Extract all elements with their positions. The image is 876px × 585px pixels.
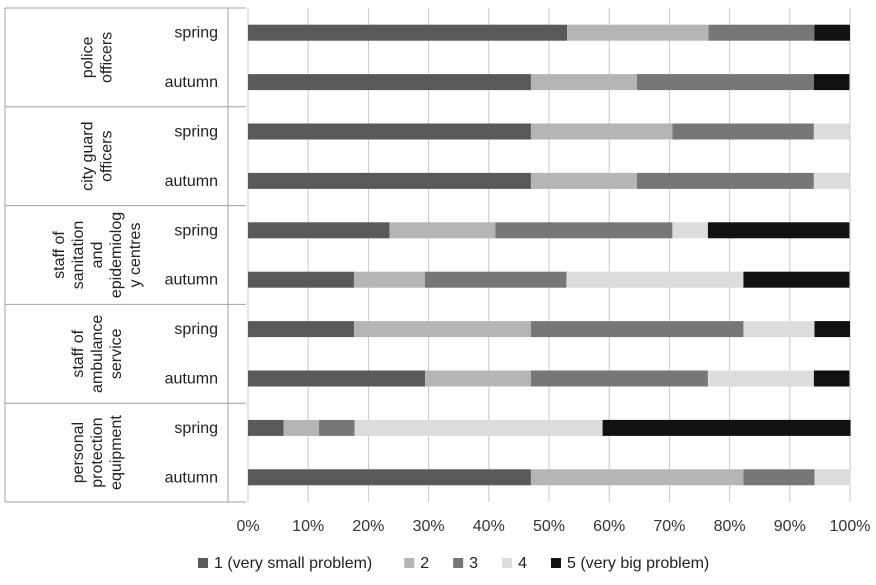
bar-segment [813, 370, 850, 387]
bar-segment [708, 24, 815, 41]
group-label-line: officers [99, 32, 116, 83]
bar-segment [743, 469, 815, 486]
bar-segment [743, 271, 850, 288]
bar-segment [814, 24, 850, 41]
group-label-line: y centres [127, 223, 144, 288]
x-tick-label: 0% [236, 518, 259, 535]
bar-segment [319, 419, 355, 436]
group-label-line: and [89, 242, 106, 269]
group-label-line: ambulance [89, 315, 106, 393]
bar-segment [813, 172, 850, 189]
bar-segment [248, 370, 425, 387]
group-label-line: staff of [70, 329, 87, 377]
group-label-line: sanitation [70, 221, 87, 290]
bar-segment [353, 321, 531, 338]
bar-segment [814, 321, 850, 338]
category-label: spring [174, 420, 218, 437]
legend-label: 4 [518, 555, 527, 572]
x-tick-label: 10% [292, 518, 324, 535]
bar-segment [495, 222, 673, 239]
bar-segment [354, 419, 603, 436]
category-label: autumn [165, 371, 218, 388]
bar-segment [814, 469, 850, 486]
bar-segment [530, 469, 744, 486]
group-label-line: officers [99, 131, 116, 182]
legend-swatch [198, 558, 208, 568]
legend-swatch [550, 558, 561, 568]
group-label: city guard officers [80, 122, 116, 191]
x-tick-label: 100% [830, 518, 871, 535]
bar-segment [283, 419, 320, 436]
legend-label: 1 (very small problem) [214, 555, 372, 572]
category-label: spring [174, 222, 218, 239]
bar-segment [248, 222, 390, 239]
bar-segment [248, 74, 531, 91]
bar-segment [424, 271, 567, 288]
category-label: autumn [165, 74, 218, 91]
bar-segment [248, 24, 568, 41]
category-label: spring [174, 124, 218, 141]
group-label-line: protection [89, 417, 106, 487]
group-label-line: city guard [80, 122, 97, 191]
category-label: autumn [165, 469, 218, 486]
bar-segment [353, 271, 425, 288]
x-tick-label: 50% [533, 518, 565, 535]
bar-segment [389, 222, 496, 239]
bar-segment [707, 370, 814, 387]
legend-swatch [502, 558, 513, 568]
bar-segment [248, 172, 531, 189]
group-label: personal protection equipment [70, 415, 125, 490]
group-label-line: epidemiolog [108, 212, 125, 298]
group-label-line: staff of [51, 231, 68, 279]
bar-segment [248, 419, 284, 436]
x-tick-label: 60% [593, 518, 625, 535]
group-label: staff of sanitation and epidemiolog y centre… [51, 212, 144, 298]
bar-segment [672, 123, 814, 140]
category-label: spring [174, 25, 218, 42]
bar-segment [530, 172, 637, 189]
bar-segment [636, 74, 814, 91]
x-tick-label: 70% [653, 518, 685, 535]
group-label-line: equipment [108, 415, 125, 490]
bar-segment [602, 419, 851, 436]
group-label-line: service [108, 328, 125, 379]
bar-segment [707, 222, 850, 239]
group-label: police officers [80, 32, 116, 83]
group-label: staff of ambulance service [70, 315, 125, 393]
legend-label: 3 [469, 555, 478, 572]
legend-label: 2 [420, 555, 429, 572]
bar-segment [530, 74, 637, 91]
x-tick-label: 30% [413, 518, 445, 535]
bar-segment [530, 123, 673, 140]
category-label: spring [174, 321, 218, 338]
bar-segment [248, 271, 354, 288]
x-tick-label: 80% [714, 518, 746, 535]
category-label: autumn [165, 173, 218, 190]
bar-segment [743, 321, 815, 338]
bar-segment [813, 74, 850, 91]
category-label: autumn [165, 272, 218, 289]
legend-swatch [453, 558, 464, 568]
bar-segment [813, 123, 850, 140]
bar-segment [530, 321, 744, 338]
bar-segment [636, 172, 814, 189]
x-tick-label: 20% [352, 518, 384, 535]
x-tick-label: 90% [774, 518, 806, 535]
bar-segment [566, 271, 744, 288]
group-label-line: police [80, 36, 97, 78]
bar-segment [530, 370, 708, 387]
legend-label: 5 (very big problem) [567, 555, 709, 572]
bar-segment [248, 469, 531, 486]
group-label-line: personal [70, 422, 87, 483]
bar-segment [672, 222, 708, 239]
legend-swatch [404, 558, 415, 568]
bar-segment [567, 24, 709, 41]
x-tick-label: 40% [473, 518, 505, 535]
bar-segment [248, 321, 354, 338]
bar-segment [248, 123, 531, 140]
bar-segment [424, 370, 531, 387]
